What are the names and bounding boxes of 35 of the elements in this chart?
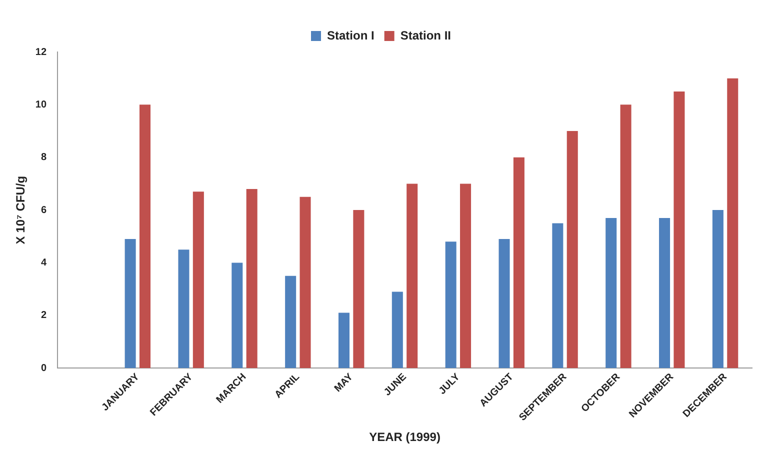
bar: [353, 210, 364, 368]
legend-label: Station II: [400, 28, 452, 42]
bar: [124, 239, 136, 368]
bar: [285, 276, 296, 368]
legend-label: Station I: [327, 28, 374, 42]
bar: [392, 292, 403, 368]
bar: [674, 92, 685, 368]
bar: [246, 188, 258, 368]
bar: [406, 184, 418, 368]
bar: [513, 157, 524, 368]
y-tick-label: 12: [35, 46, 47, 58]
y-tick-label: 10: [35, 99, 47, 110]
y-tick-label: 8: [40, 152, 47, 164]
bar: [727, 78, 738, 368]
bar: [659, 218, 670, 368]
x-axis-title: YEAR (1999): [369, 430, 440, 444]
y-tick-label: 2: [40, 310, 47, 322]
bar: [552, 223, 564, 368]
bar: [620, 104, 632, 368]
bar: [338, 312, 350, 368]
bar: [606, 218, 617, 368]
bar: [498, 239, 510, 368]
bar: [460, 184, 472, 368]
bar: [300, 196, 311, 368]
bar: [178, 250, 190, 368]
bar: [445, 242, 456, 368]
bar: [566, 131, 578, 368]
y-axis-title: X 10⁷ CFU/g: [14, 176, 28, 244]
bar: [712, 210, 724, 368]
bar: [232, 262, 243, 368]
bar: [192, 192, 204, 368]
y-tick-label: 4: [40, 257, 47, 268]
y-tick-label: 0: [40, 362, 47, 374]
y-tick-label: 6: [40, 204, 47, 216]
bar: [139, 104, 151, 368]
